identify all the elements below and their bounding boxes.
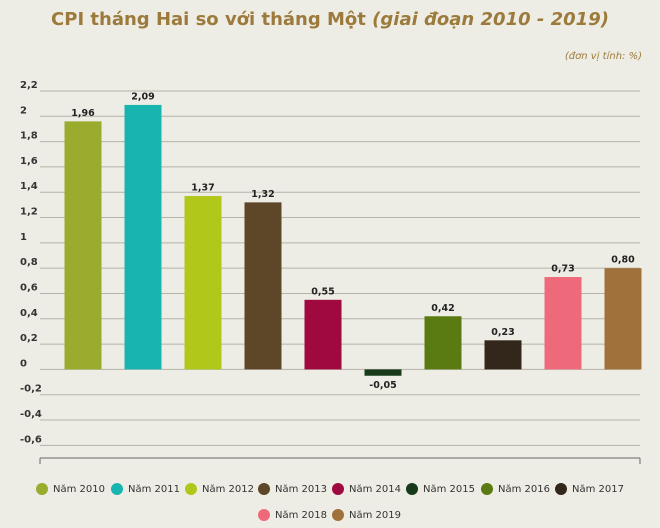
y-tick-label: 1: [20, 232, 27, 243]
y-tick-label: 0,4: [20, 308, 38, 319]
legend-label: Năm 2016: [498, 484, 550, 495]
chart-title: CPI tháng Hai so với tháng Một (giai đoạ…: [51, 9, 609, 30]
y-tick-label: 1,6: [20, 156, 38, 167]
legend-label: Năm 2017: [572, 484, 624, 495]
legend-swatch: [258, 509, 270, 521]
bar: [184, 196, 222, 370]
bar: [544, 277, 582, 370]
legend-swatch: [406, 483, 418, 495]
legend-swatch: [185, 483, 197, 495]
value-label: 0,73: [551, 264, 574, 275]
legend-label: Năm 2010: [53, 484, 105, 495]
value-label: 1,32: [251, 189, 274, 200]
value-label: 2,09: [131, 91, 154, 102]
value-label: 1,96: [71, 108, 95, 119]
legend-swatch: [258, 483, 270, 495]
legend-swatch: [481, 483, 493, 495]
legend-swatch: [111, 483, 123, 495]
bar: [304, 299, 342, 370]
legend-label: Năm 2018: [275, 510, 327, 521]
unit-label: (đơn vị tính: %): [565, 50, 642, 62]
y-tick-label: 1,4: [20, 181, 38, 192]
legend-swatch: [332, 483, 344, 495]
bar: [364, 369, 402, 376]
y-tick-label: 2,2: [20, 80, 38, 91]
bar: [64, 121, 102, 370]
y-tick-label: 0,6: [20, 282, 38, 293]
bar: [244, 202, 282, 370]
bar: [424, 316, 462, 370]
y-tick-label: -0,4: [20, 409, 42, 420]
bar: [604, 268, 642, 370]
y-tick-label: 0,2: [20, 333, 38, 344]
legend-swatch: [555, 483, 567, 495]
legend-label: Năm 2015: [423, 484, 475, 495]
bar: [124, 104, 162, 370]
legend-swatch: [332, 509, 344, 521]
title-italic: (giai đoạn 2010 - 2019): [372, 9, 609, 30]
legend-label: Năm 2013: [275, 484, 327, 495]
y-tick-label: 1,8: [20, 131, 38, 142]
value-label: 0,42: [431, 303, 454, 314]
legend-label: Năm 2011: [128, 484, 180, 495]
value-label: 0,80: [611, 255, 635, 266]
y-tick-label: 0,8: [20, 257, 38, 268]
title-main: CPI tháng Hai so với tháng Một: [51, 9, 366, 30]
y-tick-label: -0,6: [20, 434, 42, 445]
legend-label: Năm 2014: [349, 484, 401, 495]
legend-label: Năm 2019: [349, 510, 401, 521]
y-tick-label: 1,2: [20, 207, 38, 218]
value-label: 0,23: [491, 327, 514, 338]
value-label: 0,55: [311, 286, 334, 297]
y-tick-label: -0,2: [20, 384, 42, 395]
y-tick-label: 2: [20, 105, 27, 116]
bar: [484, 340, 522, 370]
legend-label: Năm 2012: [202, 484, 254, 495]
legend-swatch: [36, 483, 48, 495]
value-label: 1,37: [191, 183, 214, 194]
y-tick-label: 0: [20, 358, 27, 369]
value-label: -0,05: [369, 380, 396, 391]
